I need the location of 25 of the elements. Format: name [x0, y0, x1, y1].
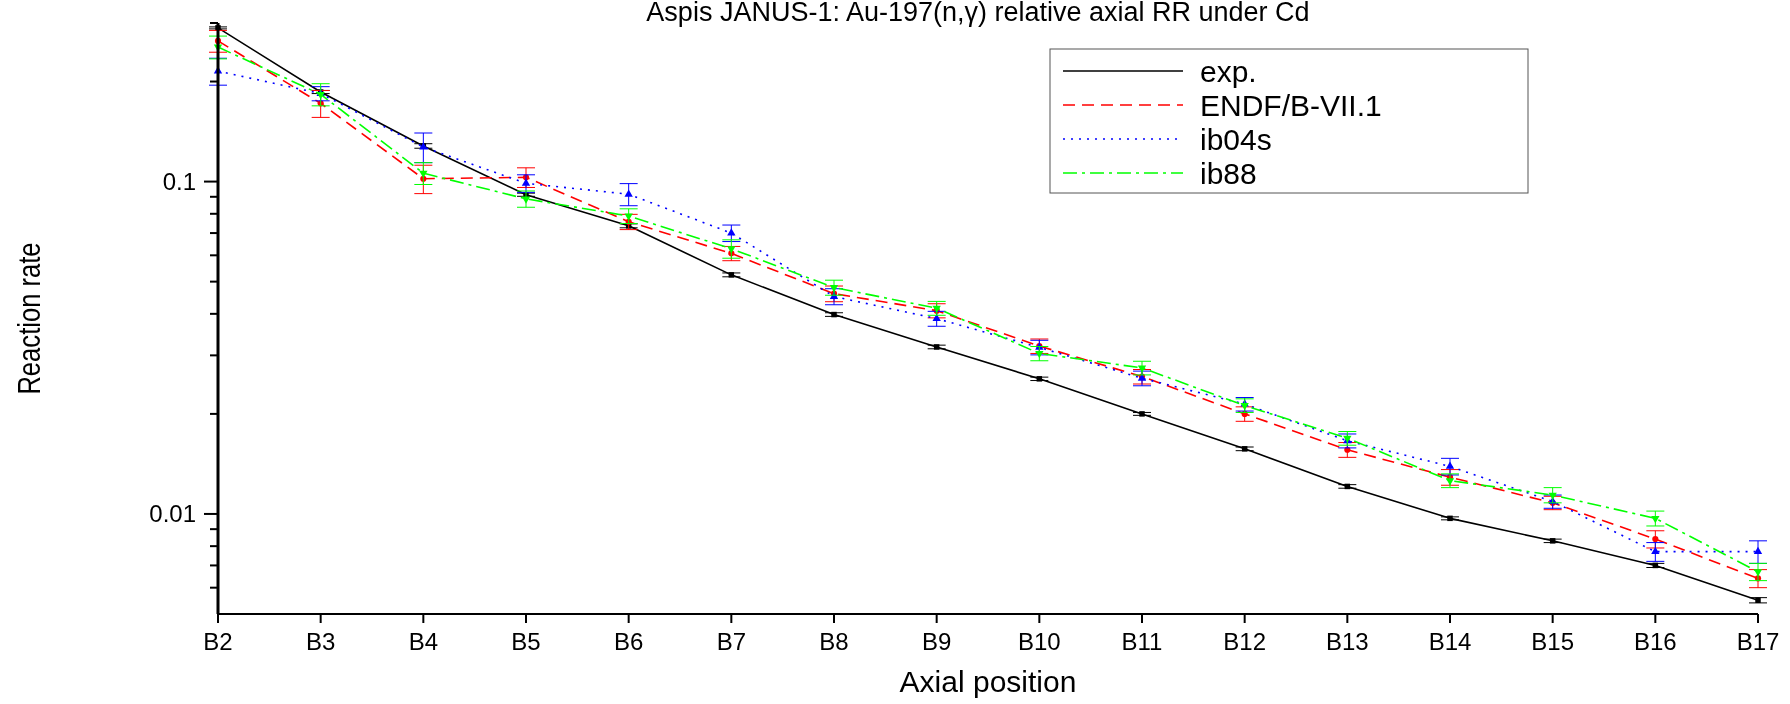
x-tick-label: B8 [819, 628, 849, 655]
x-tick-label: B15 [1531, 628, 1575, 655]
x-tick-label: B16 [1633, 628, 1677, 655]
legend-label: exp. [1200, 54, 1257, 88]
legend-label: ib04s [1200, 122, 1272, 156]
x-tick-label: B2 [203, 628, 233, 655]
y-tick-label: 0.1 [162, 167, 196, 195]
legend-label: ib88 [1200, 156, 1257, 190]
x-tick-label: B4 [408, 628, 439, 655]
x-tick-label: B7 [716, 628, 747, 655]
legend-label: ENDF/B-VII.1 [1200, 88, 1382, 122]
x-tick-label: B6 [613, 628, 644, 655]
x-tick-label: B17 [1736, 628, 1780, 655]
x-tick-label: B14 [1428, 628, 1472, 655]
x-tick-label: B13 [1325, 628, 1369, 655]
y-axis-title: Reaction rate [11, 242, 47, 395]
x-tick-label: B10 [1017, 628, 1061, 655]
x-tick-label: B3 [305, 628, 336, 655]
x-tick-label: B5 [511, 628, 541, 655]
x-tick-label: B11 [1121, 628, 1163, 655]
x-axis-title: Axial position [899, 665, 1077, 698]
x-tick-label: B12 [1223, 628, 1267, 655]
x-tick-label: B9 [921, 628, 952, 655]
chart-title: Aspis JANUS-1: Au-197(n,γ) relative axial RR under Cd [646, 0, 1310, 27]
y-tick-label: 0.01 [149, 500, 196, 528]
